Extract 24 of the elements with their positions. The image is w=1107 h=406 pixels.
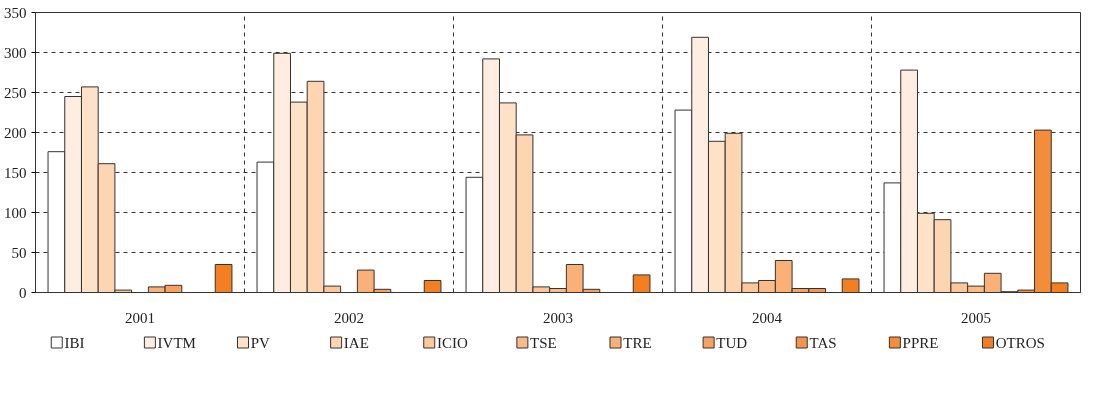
legend-label: IBI [64, 334, 85, 351]
legend-label: TRE [623, 334, 652, 351]
legend-label: TUD [716, 334, 748, 351]
y-tick-label: 350 [4, 4, 27, 21]
y-tick-label: 50 [11, 244, 27, 261]
y-tick-label: 300 [4, 44, 27, 61]
legend-label: OTROS [995, 334, 1045, 351]
legend-label: PPRE [902, 334, 939, 351]
y-tick-label: 200 [4, 124, 27, 141]
y-tick-label: 100 [4, 204, 27, 221]
y-tick-label: 150 [4, 164, 27, 181]
legend-label: IAE [343, 334, 369, 351]
x-tick-label: 2001 [125, 309, 155, 326]
x-tick-label: 2003 [543, 309, 573, 326]
x-tick-label: 2005 [961, 309, 991, 326]
legend-label: ICIO [436, 334, 468, 351]
legend-label: TAS [809, 334, 837, 351]
y-tick-label: 0 [19, 284, 27, 301]
legend-label: PV [250, 334, 271, 351]
y-tick-label: 250 [4, 84, 27, 101]
legend-label: TSE [530, 334, 557, 351]
x-tick-label: 2004 [752, 309, 783, 326]
x-tick-label: 2002 [334, 309, 364, 326]
legend-label: IVTM [157, 334, 196, 351]
